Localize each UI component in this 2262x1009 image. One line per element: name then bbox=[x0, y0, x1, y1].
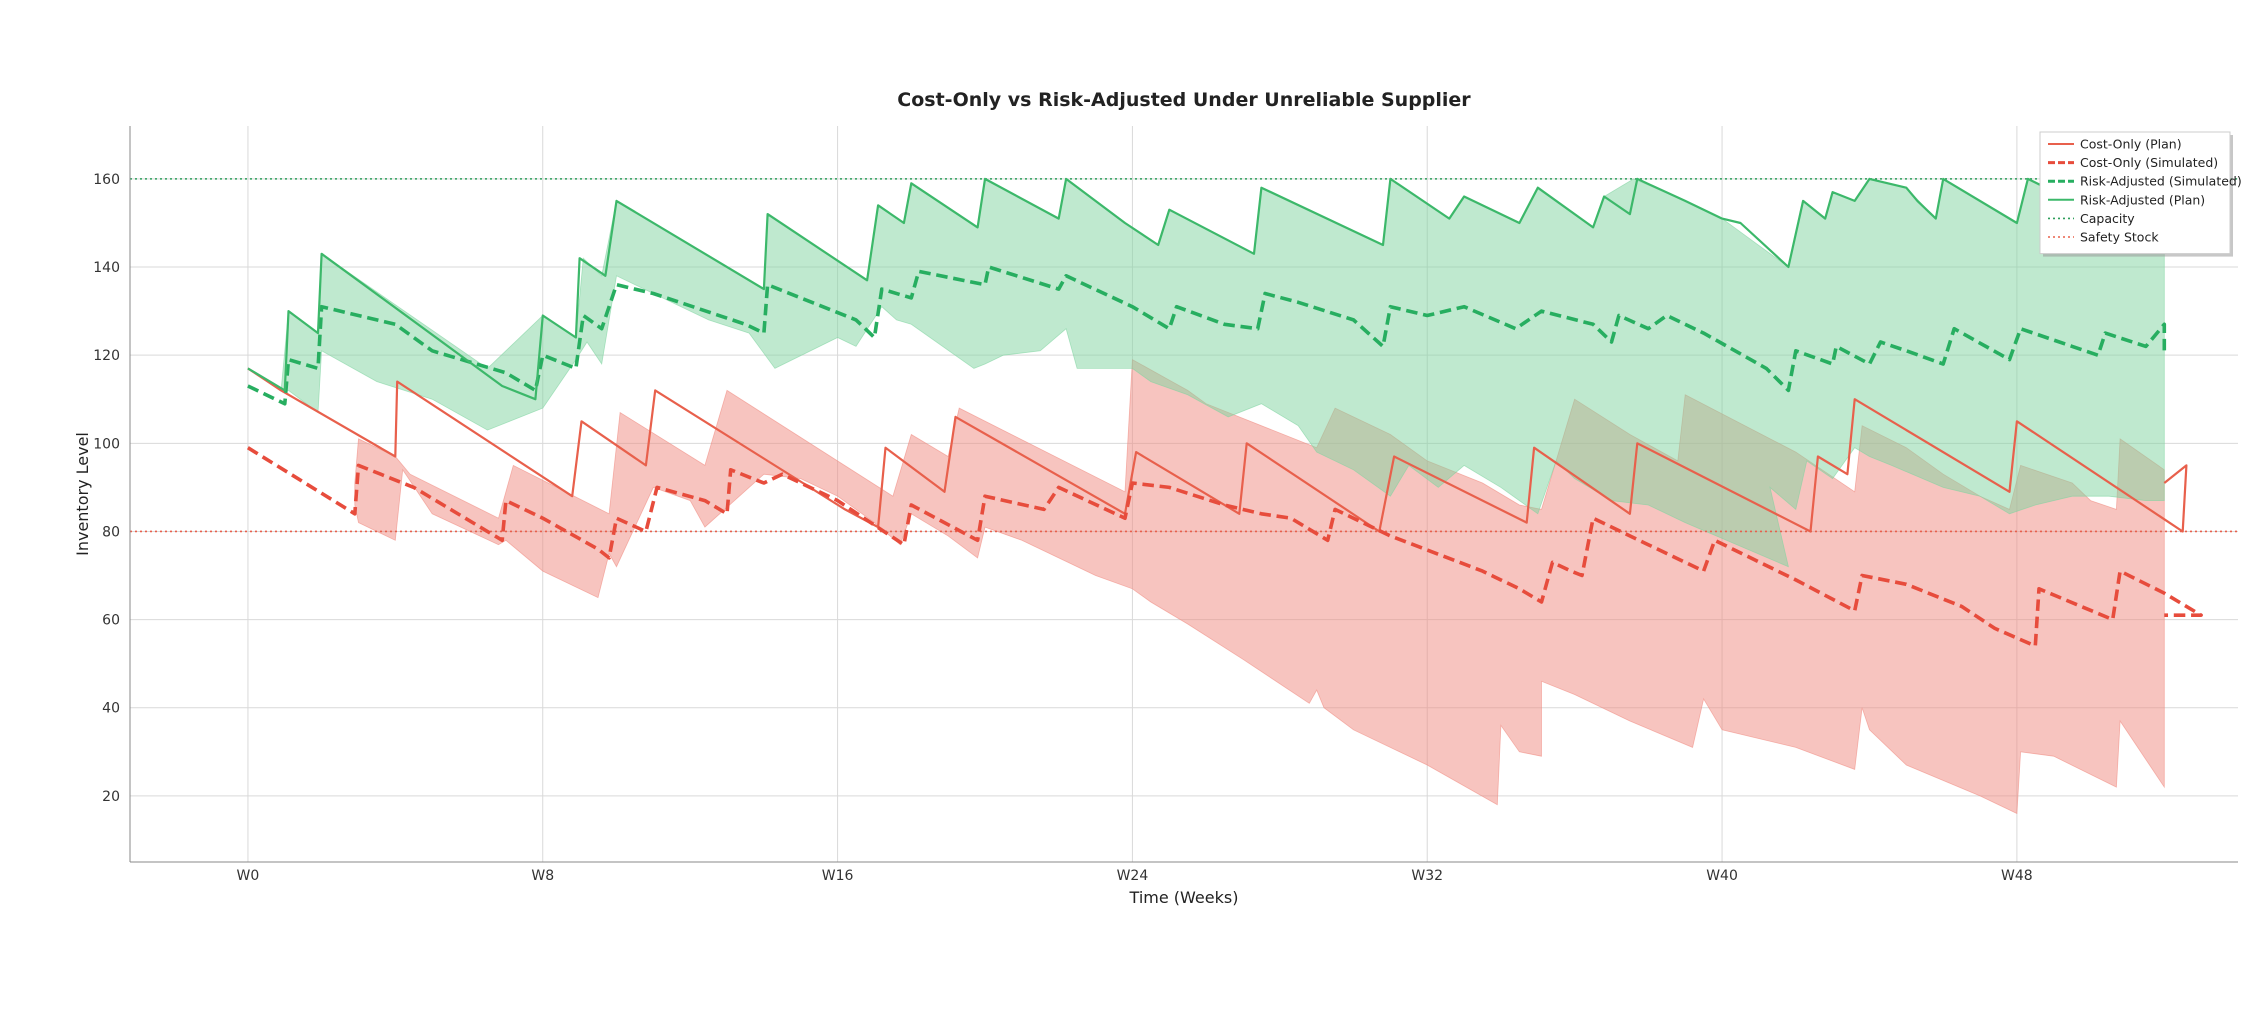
x-tick-label: W0 bbox=[237, 868, 260, 884]
y-tick-label: 120 bbox=[93, 348, 120, 364]
y-tick-label: 80 bbox=[102, 524, 120, 540]
x-tick-label: W24 bbox=[1117, 868, 1149, 884]
legend: Cost-Only (Plan) Cost-Only (Simulated) Ris… bbox=[2039, 131, 2242, 257]
chart-title: Cost-Only vs Risk-Adjusted Under Unrelia… bbox=[897, 89, 1471, 111]
cost-only-plan-series bbox=[247, 367, 2188, 533]
legend-label-risk-adjusted-plan: Risk-Adjusted (Plan) bbox=[2080, 192, 2205, 207]
y-tick-label: 20 bbox=[102, 789, 120, 805]
y-tick-label: 140 bbox=[93, 260, 120, 276]
axis-layer bbox=[129, 126, 2238, 863]
tick-labels: 20 40 60 80 100 120 140 160 W0 W8 W16 W24 W32 W40 W48 bbox=[93, 172, 2032, 884]
legend-label-capacity: Capacity bbox=[2080, 211, 2135, 226]
y-tick-label: 160 bbox=[93, 172, 120, 188]
reference-lines bbox=[130, 178, 2238, 533]
legend-label-risk-adjusted-simulated: Risk-Adjusted (Simulated) bbox=[2080, 174, 2242, 189]
risk-adjusted-simulated-series bbox=[247, 265, 2167, 406]
legend-label-cost-only-simulated: Cost-Only (Simulated) bbox=[2080, 155, 2218, 170]
legend-label-safety-stock: Safety Stock bbox=[2080, 230, 2159, 245]
y-tick-label: 40 bbox=[102, 701, 120, 717]
band-layer bbox=[280, 178, 2165, 815]
y-axis-label: Inventory Level bbox=[73, 432, 92, 556]
y-tick-label: 60 bbox=[102, 613, 120, 629]
x-tick-label: W8 bbox=[531, 868, 554, 884]
x-tick-label: W16 bbox=[822, 868, 854, 884]
cost-only-simulated-series bbox=[246, 446, 2203, 648]
x-tick-label: W48 bbox=[2001, 868, 2033, 884]
risk-adjusted-plan-series bbox=[247, 177, 2165, 401]
x-tick-label: W40 bbox=[1706, 868, 1738, 884]
legend-label-cost-only-plan: Cost-Only (Plan) bbox=[2080, 137, 2182, 152]
series-layer bbox=[246, 177, 2203, 648]
x-axis-label: Time (Weeks) bbox=[1129, 888, 1239, 907]
x-tick-label: W32 bbox=[1411, 868, 1443, 884]
y-tick-label: 100 bbox=[93, 436, 120, 452]
legend-box bbox=[2039, 131, 2231, 255]
